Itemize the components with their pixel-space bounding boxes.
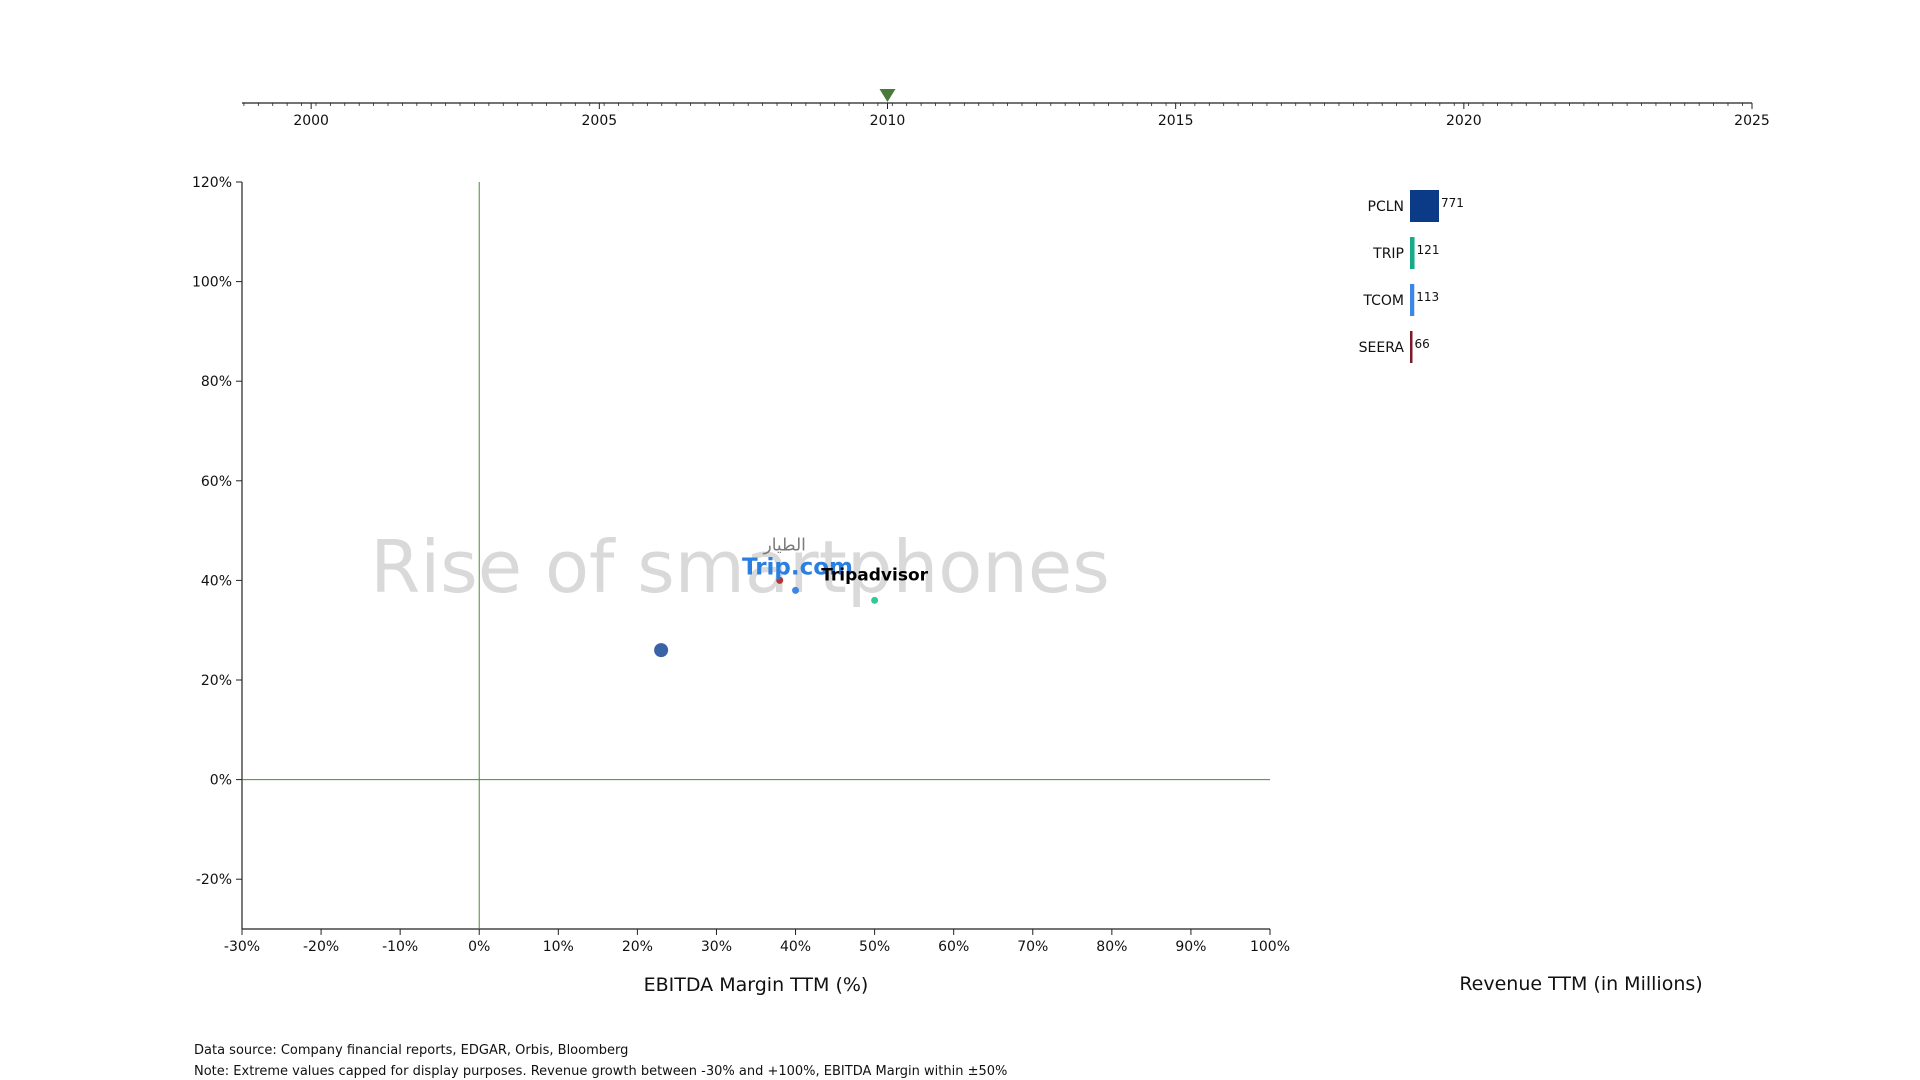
x-tick-label: 60%: [938, 939, 969, 955]
logo-tcom: Trip.com: [742, 554, 853, 580]
y-tick-label: 100%: [192, 275, 232, 291]
bar-pcln: [1410, 190, 1439, 222]
point-tcom: [792, 586, 800, 594]
bar-value-label: 66: [1414, 337, 1429, 351]
footnote-source: Data source: Company financial reports, …: [194, 1043, 629, 1058]
x-tick-label: 50%: [859, 939, 890, 955]
x-tick-label: -10%: [382, 939, 418, 955]
x-tick-label: 0%: [468, 939, 490, 955]
y-tick-label: 20%: [201, 673, 232, 689]
x-tick-label: 40%: [780, 939, 811, 955]
timeline-tick-label: 2015: [1158, 113, 1194, 129]
x-tick-label: 20%: [622, 939, 653, 955]
bar-value-label: 771: [1441, 196, 1464, 210]
x-axis-title: EBITDA Margin TTM (%): [644, 974, 869, 996]
y-tick-label: 60%: [201, 474, 232, 490]
y-tick-label: 40%: [201, 573, 232, 589]
bar-label: SEERA: [1359, 340, 1405, 356]
x-tick-label: 100%: [1250, 939, 1290, 955]
point-pcln: [654, 643, 669, 658]
bar-label: TRIP: [1372, 246, 1404, 262]
y-tick-label: -20%: [196, 872, 232, 888]
x-tick-label: 30%: [701, 939, 732, 955]
timeline-tick-label: 2025: [1734, 113, 1770, 129]
bar-label: PCLN: [1368, 199, 1405, 215]
bar-tcom: [1410, 284, 1415, 316]
logo-seera: الطيار: [763, 535, 806, 555]
timeline-marker: [879, 89, 896, 102]
bar-value-label: 121: [1417, 243, 1440, 257]
point-trip: [871, 596, 879, 604]
x-tick-label: 10%: [543, 939, 574, 955]
bar-seera: [1410, 331, 1413, 363]
x-tick-label: 80%: [1096, 939, 1127, 955]
footnote-note: Note: Extreme values capped for display …: [194, 1064, 1008, 1079]
logo-trip: Tripadvisor: [821, 565, 928, 585]
bar-label: TCOM: [1362, 293, 1404, 309]
point-seera: [776, 576, 784, 584]
bar-trip: [1410, 237, 1415, 269]
y-tick-label: 80%: [201, 374, 232, 390]
x-tick-label: 70%: [1017, 939, 1048, 955]
x-tick-label: 90%: [1175, 939, 1206, 955]
bar-axis-title: Revenue TTM (in Millions): [1459, 973, 1702, 995]
y-tick-label: 0%: [210, 773, 232, 789]
bar-value-label: 113: [1416, 290, 1439, 304]
timeline-tick-label: 2010: [870, 113, 906, 129]
timeline-tick-label: 2020: [1446, 113, 1482, 129]
x-tick-label: -30%: [224, 939, 260, 955]
y-tick-label: 120%: [192, 175, 232, 191]
annotation-watermark: Rise of smartphones: [370, 525, 1109, 609]
x-tick-label: -20%: [303, 939, 339, 955]
timeline-tick-label: 2005: [582, 113, 618, 129]
timeline-tick-label: 2000: [293, 113, 329, 129]
